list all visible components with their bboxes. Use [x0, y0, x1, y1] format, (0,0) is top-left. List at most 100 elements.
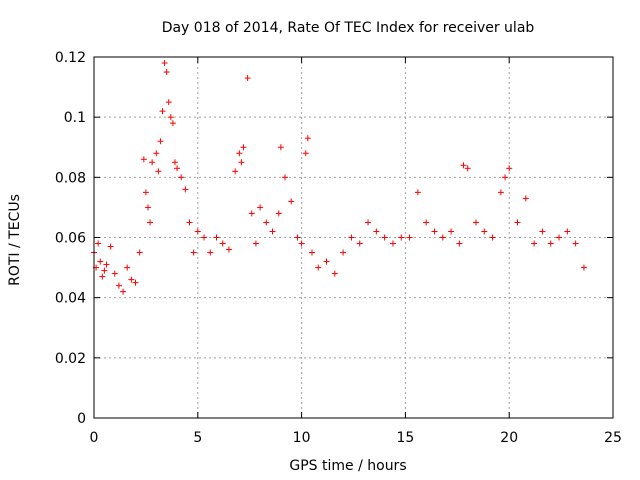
data-point [464, 165, 471, 172]
data-point [115, 282, 122, 289]
y-tick-label: 0 [77, 411, 86, 427]
data-point [431, 228, 438, 235]
data-point [277, 144, 284, 151]
x-tick-label: 10 [293, 430, 311, 446]
chart-title: Day 018 of 2014, Rate Of TEC Index for r… [162, 20, 535, 36]
data-point [302, 150, 309, 157]
tick-labels: 0 5 10 15 20 25 0 0.02 0.04 0.06 0.08 0.1 0.12 [55, 50, 622, 446]
data-point [315, 264, 322, 271]
data-point [213, 234, 220, 241]
data-point [132, 279, 139, 286]
data-point [514, 219, 521, 226]
data-point [238, 159, 245, 166]
data-point [149, 159, 156, 166]
data-point [406, 234, 413, 241]
data-points [91, 60, 587, 295]
data-point [142, 189, 149, 196]
data-point [190, 249, 197, 256]
data-point [147, 219, 154, 226]
data-point [275, 210, 282, 217]
data-point [136, 249, 143, 256]
x-tick-label: 5 [193, 430, 202, 446]
data-point [298, 240, 305, 247]
x-tick-label: 0 [90, 430, 99, 446]
data-point [531, 240, 538, 247]
data-point [120, 288, 127, 295]
x-tick-label: 15 [396, 430, 414, 446]
data-point [157, 138, 164, 145]
data-point [269, 228, 276, 235]
data-point [178, 174, 185, 181]
y-tick-label: 0.1 [64, 110, 86, 126]
data-point [414, 189, 421, 196]
data-point [232, 168, 239, 175]
data-point [161, 60, 168, 67]
data-point [225, 246, 232, 253]
y-tick-label: 0.04 [55, 291, 86, 307]
data-point [103, 261, 110, 268]
data-point [460, 162, 467, 169]
data-point [539, 228, 546, 235]
y-axis-title: ROTI / TECUs [7, 194, 23, 286]
data-point [167, 114, 174, 121]
data-point [288, 198, 295, 205]
data-point [97, 258, 104, 265]
data-point [174, 165, 181, 172]
data-point [182, 186, 189, 193]
data-point [398, 234, 405, 241]
data-point [572, 240, 579, 247]
data-point [95, 240, 102, 247]
data-point [489, 234, 496, 241]
x-tick-label: 20 [500, 430, 518, 446]
data-point [308, 249, 315, 256]
data-point [169, 120, 176, 127]
data-point [439, 234, 446, 241]
data-point [294, 234, 301, 241]
data-point [502, 174, 509, 181]
data-point [472, 219, 479, 226]
data-point [252, 240, 259, 247]
data-point [556, 234, 563, 241]
data-point [497, 189, 504, 196]
data-point [140, 156, 147, 163]
axis-ticks [93, 56, 614, 419]
data-point [171, 159, 178, 166]
data-point [207, 249, 214, 256]
data-point [186, 219, 193, 226]
data-point [257, 204, 264, 211]
data-point [101, 267, 108, 274]
data-point [153, 150, 160, 157]
x-tick-label: 25 [604, 430, 622, 446]
data-point [128, 276, 135, 283]
data-point [522, 195, 529, 202]
data-point [340, 249, 347, 256]
data-point [281, 174, 288, 181]
data-point [124, 264, 131, 271]
data-point [389, 240, 396, 247]
data-point [348, 234, 355, 241]
data-point [506, 165, 513, 172]
data-point [304, 135, 311, 142]
data-point [244, 75, 251, 82]
data-point [99, 273, 106, 280]
data-point [448, 228, 455, 235]
data-point [423, 219, 430, 226]
data-point [381, 234, 388, 241]
data-point [165, 99, 172, 106]
data-point [107, 243, 114, 250]
x-axis-title: GPS time / hours [289, 458, 406, 474]
data-point [580, 264, 587, 271]
data-point [263, 219, 270, 226]
y-tick-label: 0.12 [55, 50, 86, 66]
y-tick-label: 0.06 [55, 231, 86, 247]
data-point [356, 240, 363, 247]
data-point [564, 228, 571, 235]
data-point [456, 240, 463, 247]
data-point [373, 228, 380, 235]
data-point [240, 144, 247, 151]
data-point [323, 258, 330, 265]
data-point [547, 240, 554, 247]
data-point [219, 240, 226, 247]
